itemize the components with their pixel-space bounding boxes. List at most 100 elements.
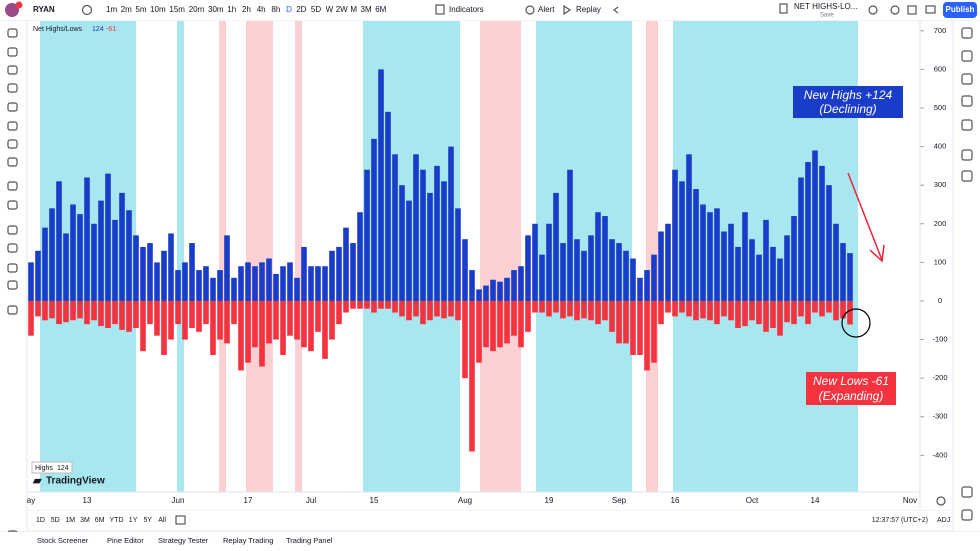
interval-button[interactable]: D bbox=[286, 5, 292, 14]
interval-button[interactable]: 8h bbox=[271, 5, 280, 14]
sidebar-tool[interactable] bbox=[961, 73, 973, 85]
bar bbox=[721, 300, 727, 317]
fullscreen[interactable] bbox=[907, 5, 917, 15]
drawing-tool[interactable] bbox=[7, 263, 18, 273]
undo[interactable] bbox=[613, 6, 619, 14]
drawing-tool[interactable] bbox=[7, 121, 18, 131]
interval-button[interactable]: 2D bbox=[296, 5, 306, 14]
bar bbox=[217, 300, 223, 340]
interval-button[interactable]: 5D bbox=[311, 5, 321, 14]
interval-button[interactable]: 10m bbox=[150, 5, 166, 14]
range-button[interactable]: 1M bbox=[65, 517, 75, 524]
interval-button[interactable]: 2W bbox=[336, 5, 348, 14]
interval-button[interactable]: 30m bbox=[208, 5, 224, 14]
bar bbox=[329, 300, 335, 340]
drawing-tool[interactable] bbox=[7, 47, 18, 57]
bar bbox=[28, 300, 34, 336]
interval-button[interactable]: 2m bbox=[121, 5, 132, 14]
range-button[interactable]: 5Y bbox=[144, 517, 153, 524]
symbol-search[interactable]: RYAN bbox=[33, 5, 55, 14]
replay-button[interactable]: Replay bbox=[576, 5, 601, 14]
range-button[interactable]: 1D bbox=[36, 517, 45, 524]
interval-button[interactable]: 6M bbox=[375, 5, 386, 14]
bar bbox=[700, 204, 706, 301]
drawing-tool[interactable] bbox=[7, 83, 18, 93]
bar bbox=[91, 300, 97, 321]
bar bbox=[224, 235, 230, 301]
drawing-tool[interactable] bbox=[7, 157, 18, 167]
drawing-tool[interactable] bbox=[7, 181, 18, 191]
replay-icon bbox=[563, 4, 572, 16]
snapshot[interactable] bbox=[925, 5, 936, 14]
range-button[interactable]: 6M bbox=[95, 517, 105, 524]
range-button[interactable]: All bbox=[158, 517, 166, 524]
bar bbox=[406, 200, 412, 301]
interval-button[interactable]: 1m bbox=[106, 5, 117, 14]
bottom-tab[interactable]: Replay Trading bbox=[223, 536, 273, 545]
interval-button[interactable]: 2h bbox=[242, 5, 251, 14]
drawing-tool[interactable] bbox=[7, 243, 18, 253]
interval-button[interactable]: 1h bbox=[227, 5, 236, 14]
bar bbox=[693, 189, 699, 301]
bar bbox=[147, 243, 153, 301]
alert-button[interactable]: Alert bbox=[538, 5, 555, 14]
drawing-tool[interactable] bbox=[7, 139, 18, 149]
drawing-tool[interactable] bbox=[7, 305, 18, 315]
drawing-tool[interactable] bbox=[7, 102, 18, 112]
bottom-tab[interactable]: Trading Panel bbox=[286, 536, 333, 545]
drawing-tool[interactable] bbox=[7, 65, 18, 75]
bottom-tab[interactable]: Strategy Tester bbox=[158, 536, 209, 545]
range-button[interactable]: 3M bbox=[80, 517, 90, 524]
interval-button[interactable]: 4h bbox=[257, 5, 266, 14]
go-to-date[interactable] bbox=[175, 515, 186, 525]
sidebar-tool[interactable] bbox=[961, 27, 973, 39]
x-tick-label: 15 bbox=[370, 496, 379, 505]
interval-button[interactable]: 3M bbox=[361, 5, 372, 14]
quick-search[interactable] bbox=[868, 5, 878, 15]
drawing-tool[interactable] bbox=[7, 280, 18, 290]
interval-button[interactable]: 20m bbox=[189, 5, 205, 14]
bar bbox=[847, 300, 853, 325]
bar bbox=[420, 300, 426, 325]
range-button[interactable]: YTD bbox=[110, 517, 124, 524]
bar bbox=[763, 300, 769, 332]
y-tick-label: -200 bbox=[932, 373, 947, 382]
layout-name[interactable]: NET HIGHS-LO... bbox=[794, 2, 857, 11]
sidebar-tool[interactable] bbox=[961, 95, 973, 107]
drawing-tool[interactable] bbox=[7, 28, 18, 38]
drawing-tool[interactable] bbox=[7, 225, 18, 235]
bottom-tab[interactable]: Stock Screener bbox=[37, 536, 89, 545]
axis-settings[interactable] bbox=[936, 496, 946, 506]
bar bbox=[455, 300, 461, 321]
bar bbox=[588, 300, 594, 321]
add-symbol[interactable] bbox=[81, 4, 93, 16]
settings[interactable] bbox=[890, 5, 900, 15]
sidebar-tool[interactable] bbox=[961, 119, 973, 131]
range-button[interactable]: 5D bbox=[51, 517, 60, 524]
interval-button[interactable]: M bbox=[350, 5, 357, 14]
interval-button[interactable]: 5m bbox=[135, 5, 146, 14]
range-button[interactable]: 1Y bbox=[129, 517, 138, 524]
sidebar-tool[interactable] bbox=[961, 509, 973, 521]
bar bbox=[721, 231, 727, 301]
interval-button[interactable]: 15m bbox=[169, 5, 185, 14]
y-tick-label: 200 bbox=[934, 219, 947, 228]
bar bbox=[616, 300, 622, 344]
bottom-tab[interactable]: Pine Editor bbox=[107, 536, 144, 545]
avatar[interactable] bbox=[5, 3, 19, 17]
sidebar-tool[interactable] bbox=[961, 486, 973, 498]
bar bbox=[371, 300, 377, 313]
sidebar-tool[interactable] bbox=[961, 170, 973, 182]
drawing-tool[interactable] bbox=[7, 200, 18, 210]
bearish-band bbox=[219, 21, 226, 492]
publish-button[interactable] bbox=[943, 2, 977, 18]
bar bbox=[378, 300, 384, 309]
sidebar-tool[interactable] bbox=[961, 50, 973, 62]
x-tick-label: 14 bbox=[811, 496, 820, 505]
bottom-panel bbox=[0, 532, 980, 551]
bar bbox=[819, 165, 825, 301]
sidebar-tool[interactable] bbox=[961, 149, 973, 161]
adjust-toggle[interactable]: ADJ bbox=[937, 517, 950, 524]
indicators-button[interactable]: Indicators bbox=[449, 5, 484, 14]
interval-button[interactable]: W bbox=[326, 5, 334, 14]
